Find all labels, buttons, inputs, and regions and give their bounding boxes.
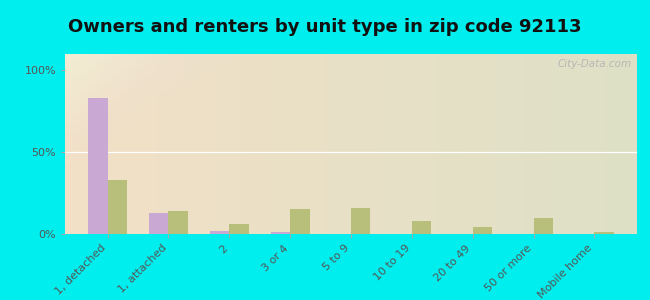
Bar — [351, 208, 370, 234]
Bar — [88, 98, 108, 234]
Bar — [168, 211, 188, 234]
Bar — [149, 213, 168, 234]
Text: Owners and renters by unit type in zip code 92113: Owners and renters by unit type in zip c… — [68, 18, 582, 36]
Bar — [534, 218, 553, 234]
Bar — [412, 221, 432, 234]
Text: City-Data.com: City-Data.com — [557, 59, 631, 69]
Bar — [210, 231, 229, 234]
Bar — [229, 224, 249, 234]
Bar — [473, 227, 492, 234]
Bar — [270, 232, 290, 234]
Bar — [108, 180, 127, 234]
Bar — [290, 209, 309, 234]
Bar — [594, 232, 614, 234]
